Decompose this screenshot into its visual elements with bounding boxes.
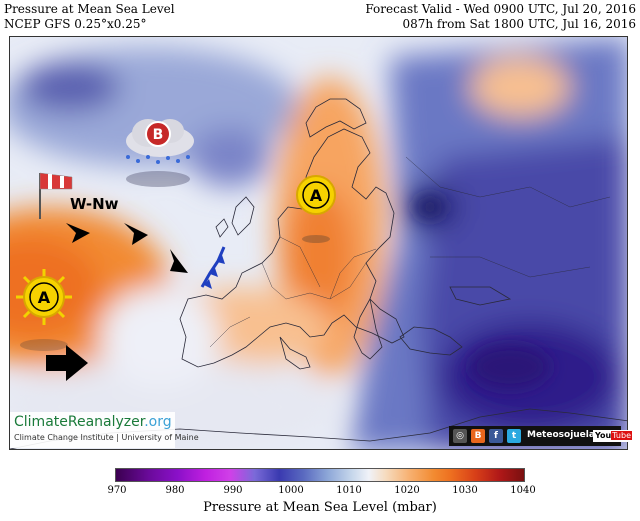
wind-arrows: [66, 223, 188, 273]
colorbar-tick-1040: 1040: [510, 485, 536, 496]
colorbar-title: Pressure at Mean Sea Level (mbar): [203, 500, 437, 515]
colorbar-tick-980: 980: [165, 485, 185, 496]
high-pressure-label-central: A: [310, 186, 323, 205]
youtube-tube: Tube: [611, 431, 632, 440]
high-pressure-sun-icon-central: [296, 175, 336, 243]
colorbar-tick-1020: 1020: [394, 485, 420, 496]
social-bar: ◎ B f t Meteosojuela YouTube: [449, 426, 634, 446]
forecast-valid-time: Forecast Valid - Wed 0900 UTC, Jul 20, 2…: [365, 2, 636, 16]
colorbar-tick-1000: 1000: [278, 485, 304, 496]
big-arrow-icon: [46, 345, 88, 381]
high-pressure-label-west: A: [38, 288, 51, 307]
map-title: Pressure at Mean Sea Level: [4, 2, 175, 16]
logo-institution: Climate Change Institute | University of…: [14, 433, 199, 442]
logo-name-suffix: .org: [144, 414, 172, 430]
windsock-icon: [39, 172, 73, 219]
youtube-icon[interactable]: YouTube: [593, 430, 634, 442]
logo-name-main: ClimateReanalyzer: [14, 414, 145, 430]
colorbar-tick-970: 970: [107, 485, 127, 496]
wind-direction-label: W-Nw: [70, 195, 119, 213]
blogger-icon[interactable]: B: [471, 429, 485, 443]
youtube-you: You: [595, 431, 612, 440]
low-pressure-cloud-icon: [126, 119, 194, 187]
cold-front: [200, 246, 226, 289]
pressure-colorbar: [115, 468, 525, 482]
pressure-field: B A A: [10, 37, 627, 449]
model-label: NCEP GFS 0.25°x0.25°: [4, 17, 147, 31]
colorbar-tick-1010: 1010: [336, 485, 362, 496]
high-pressure-sun-icon-west: [16, 269, 72, 351]
instagram-icon[interactable]: ◎: [453, 429, 467, 443]
forecast-run-time: 087h from Sat 1800 UTC, Jul 16, 2016: [402, 17, 636, 31]
facebook-icon[interactable]: f: [489, 429, 503, 443]
logo-name: ClimateReanalyzer.org: [14, 414, 172, 430]
colorbar-tick-1030: 1030: [452, 485, 478, 496]
colorbar-tick-990: 990: [223, 485, 243, 496]
low-pressure-label: B: [153, 127, 164, 143]
climate-reanalyzer-logo: ClimateReanalyzer.org Climate Change Ins…: [10, 412, 199, 448]
twitter-icon[interactable]: t: [507, 429, 521, 443]
pressure-map: B A A W-Nw: [9, 36, 628, 450]
social-handle: Meteosojuela: [527, 430, 595, 440]
